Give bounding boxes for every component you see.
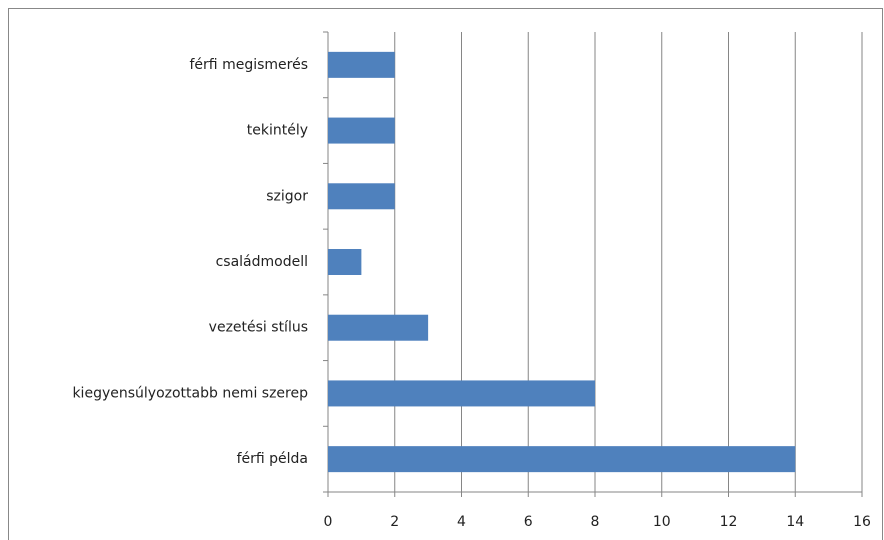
- y-tick-label: kiegyensúlyozottabb nemi szerep: [72, 385, 308, 401]
- x-tick-label: 2: [390, 514, 399, 530]
- y-tick-label: férfi példa: [237, 451, 308, 467]
- x-tick-label: 4: [457, 514, 466, 530]
- y-tick-label: tekintély: [247, 123, 308, 139]
- x-tick-label: 6: [524, 514, 533, 530]
- y-tick-label: szigor: [266, 188, 308, 204]
- y-tick-label: vezetési stílus: [209, 320, 308, 336]
- bar: [328, 380, 595, 407]
- x-tick-label: 12: [720, 514, 738, 530]
- bar: [328, 249, 362, 275]
- y-tick-label: férfi megismerés: [190, 57, 309, 73]
- bar: [328, 51, 395, 78]
- chart-frame: [8, 8, 883, 540]
- bar: [328, 314, 429, 341]
- x-tick-label: 10: [653, 514, 671, 530]
- y-tick-label: családmodell: [216, 254, 308, 270]
- bar: [328, 446, 796, 473]
- x-tick-label: 14: [786, 514, 804, 530]
- x-tick-label: 16: [853, 514, 871, 530]
- bar: [328, 117, 395, 144]
- x-tick-label: 0: [324, 514, 333, 530]
- x-tick-label: 8: [591, 514, 600, 530]
- bar: [328, 183, 395, 210]
